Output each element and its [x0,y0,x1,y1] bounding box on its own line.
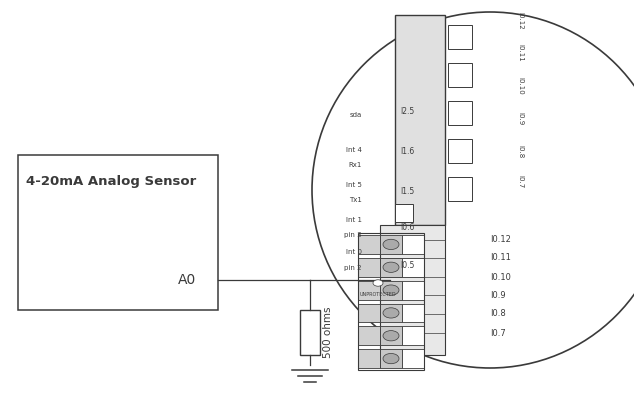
Text: UNPROTECTED: UNPROTECTED [359,293,396,298]
Text: I0.11: I0.11 [490,254,511,263]
Text: 500 ohms: 500 ohms [323,307,333,358]
Bar [358,281,380,300]
Text: I2.5: I2.5 [400,107,414,116]
Text: 4-20mA Analog Sensor: 4-20mA Analog Sensor [26,175,197,188]
Circle shape [383,308,399,318]
Bar [402,281,424,300]
Bar [358,258,380,277]
Text: pin 3: pin 3 [344,232,362,238]
Bar [448,63,472,87]
Bar [402,258,424,277]
Text: A0: A0 [178,273,197,287]
Text: I1.6: I1.6 [400,147,414,157]
Text: I0.10: I0.10 [517,77,523,95]
Ellipse shape [312,12,634,368]
Text: Rx1: Rx1 [349,162,362,168]
Text: I0.9: I0.9 [490,291,506,300]
Bar [358,326,380,345]
Bar [380,225,445,355]
Text: pin 2: pin 2 [344,265,362,271]
Bar [395,204,413,222]
Bar [402,235,424,254]
Text: Tx1: Tx1 [349,197,362,203]
Bar [402,304,424,322]
Bar [448,25,472,49]
Text: Int 4: Int 4 [346,147,362,153]
Text: I0.8: I0.8 [490,309,506,319]
Text: sda: sda [350,112,362,118]
Bar [402,326,424,345]
Text: I0.12: I0.12 [490,236,511,245]
Bar [380,326,402,345]
Text: I0.10: I0.10 [490,273,511,282]
Bar [448,177,472,201]
Bar [18,155,218,310]
Text: Int 1: Int 1 [346,217,362,223]
Bar [380,235,402,254]
Circle shape [383,285,399,295]
Bar [358,349,380,368]
Text: I0.7: I0.7 [517,175,523,188]
Text: I1.5: I1.5 [400,188,414,197]
Circle shape [383,330,399,341]
Text: Int 5: Int 5 [346,182,362,188]
Bar [358,304,380,322]
Text: I0.11: I0.11 [517,44,523,62]
Bar [395,15,445,225]
Bar [380,349,402,368]
Text: I0.6: I0.6 [400,223,415,232]
Text: I0.12: I0.12 [517,12,523,30]
Bar [448,139,472,163]
Circle shape [383,353,399,364]
Bar [358,235,380,254]
Text: I0.7: I0.7 [490,328,506,337]
Bar [358,233,424,370]
Text: Int 0: Int 0 [346,249,362,255]
Bar [380,304,402,322]
Bar [402,349,424,368]
Circle shape [383,239,399,249]
Bar [448,101,472,125]
Bar [380,281,402,300]
Text: I0.9: I0.9 [517,112,523,125]
Text: I0.5: I0.5 [400,260,415,269]
Bar [300,310,320,355]
Circle shape [383,262,399,272]
Bar [380,258,402,277]
Circle shape [373,280,383,286]
Text: I0.8: I0.8 [517,145,523,158]
